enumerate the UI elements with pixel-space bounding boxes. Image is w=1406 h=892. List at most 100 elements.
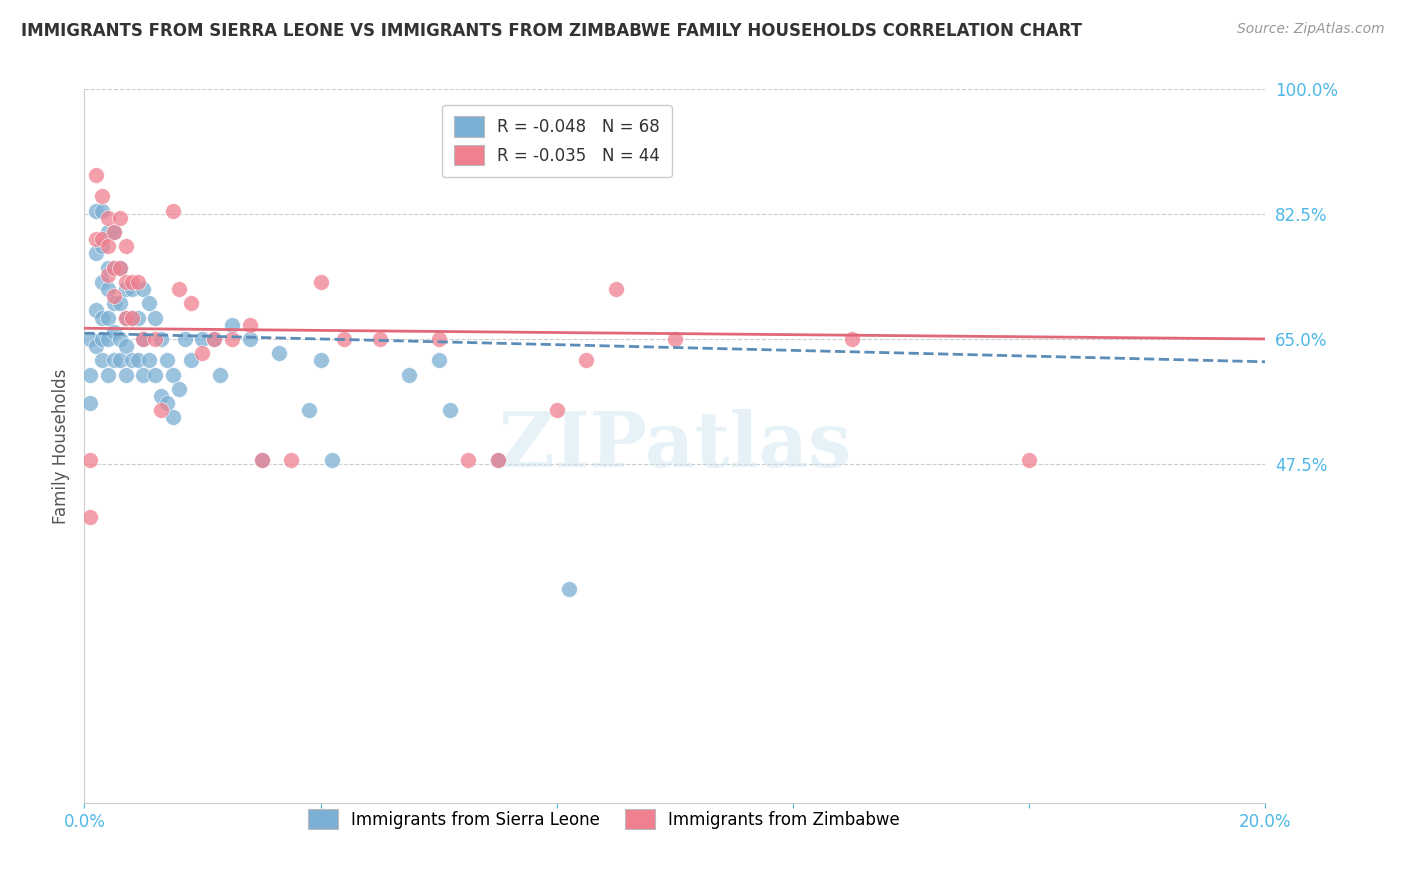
Point xyxy=(91,353,114,368)
Point xyxy=(127,275,149,289)
Point xyxy=(368,332,391,346)
Point xyxy=(143,310,166,325)
Point xyxy=(138,296,160,310)
Point xyxy=(167,282,190,296)
Point xyxy=(114,310,136,325)
Point xyxy=(84,303,107,318)
Point xyxy=(79,510,101,524)
Point xyxy=(103,289,125,303)
Point xyxy=(84,203,107,218)
Point xyxy=(202,332,225,346)
Point xyxy=(439,403,461,417)
Point xyxy=(84,339,107,353)
Point xyxy=(132,332,155,346)
Point xyxy=(309,275,332,289)
Point xyxy=(79,368,101,382)
Text: ZIPatlas: ZIPatlas xyxy=(498,409,852,483)
Point xyxy=(150,403,173,417)
Point xyxy=(180,353,202,368)
Point xyxy=(575,353,598,368)
Point xyxy=(97,268,120,282)
Point xyxy=(150,389,173,403)
Point xyxy=(239,332,262,346)
Point xyxy=(605,282,627,296)
Point xyxy=(103,225,125,239)
Point xyxy=(108,296,131,310)
Point xyxy=(457,453,479,467)
Point xyxy=(132,282,155,296)
Point xyxy=(841,332,863,346)
Point xyxy=(121,353,143,368)
Point xyxy=(91,189,114,203)
Point xyxy=(173,332,195,346)
Point xyxy=(79,332,101,346)
Point xyxy=(97,260,120,275)
Point xyxy=(97,211,120,225)
Point xyxy=(114,368,136,382)
Point xyxy=(250,453,273,467)
Point xyxy=(250,453,273,467)
Point xyxy=(298,403,321,417)
Point xyxy=(321,453,343,467)
Point xyxy=(84,246,107,260)
Point xyxy=(150,332,173,346)
Point xyxy=(333,332,356,346)
Point xyxy=(79,453,101,467)
Point xyxy=(280,453,302,467)
Point xyxy=(103,353,125,368)
Point xyxy=(398,368,420,382)
Point xyxy=(97,282,120,296)
Point xyxy=(108,260,131,275)
Text: Source: ZipAtlas.com: Source: ZipAtlas.com xyxy=(1237,22,1385,37)
Point xyxy=(221,318,243,332)
Point xyxy=(127,353,149,368)
Point xyxy=(132,332,155,346)
Point xyxy=(97,225,120,239)
Point xyxy=(79,396,101,410)
Point xyxy=(108,332,131,346)
Point xyxy=(108,260,131,275)
Point xyxy=(143,332,166,346)
Text: IMMIGRANTS FROM SIERRA LEONE VS IMMIGRANTS FROM ZIMBABWE FAMILY HOUSEHOLDS CORRE: IMMIGRANTS FROM SIERRA LEONE VS IMMIGRAN… xyxy=(21,22,1083,40)
Point xyxy=(221,332,243,346)
Point xyxy=(209,368,232,382)
Point xyxy=(180,296,202,310)
Point xyxy=(167,382,190,396)
Point xyxy=(91,310,114,325)
Point xyxy=(91,275,114,289)
Point xyxy=(162,368,184,382)
Point xyxy=(103,325,125,339)
Point xyxy=(121,310,143,325)
Point xyxy=(114,310,136,325)
Point xyxy=(162,410,184,425)
Point xyxy=(91,332,114,346)
Point xyxy=(156,396,179,410)
Point xyxy=(239,318,262,332)
Point xyxy=(103,260,125,275)
Point xyxy=(269,346,291,360)
Point xyxy=(427,332,450,346)
Point xyxy=(191,346,214,360)
Point xyxy=(121,282,143,296)
Point xyxy=(103,225,125,239)
Point xyxy=(427,353,450,368)
Point xyxy=(91,232,114,246)
Point xyxy=(664,332,686,346)
Point xyxy=(132,368,155,382)
Point xyxy=(108,211,131,225)
Point xyxy=(91,239,114,253)
Point xyxy=(156,353,179,368)
Point xyxy=(114,339,136,353)
Point xyxy=(97,368,120,382)
Point xyxy=(143,368,166,382)
Point xyxy=(84,232,107,246)
Point xyxy=(202,332,225,346)
Point xyxy=(114,275,136,289)
Point xyxy=(138,353,160,368)
Point xyxy=(127,310,149,325)
Point xyxy=(91,203,114,218)
Point xyxy=(309,353,332,368)
Point xyxy=(108,353,131,368)
Point xyxy=(114,239,136,253)
Point xyxy=(546,403,568,417)
